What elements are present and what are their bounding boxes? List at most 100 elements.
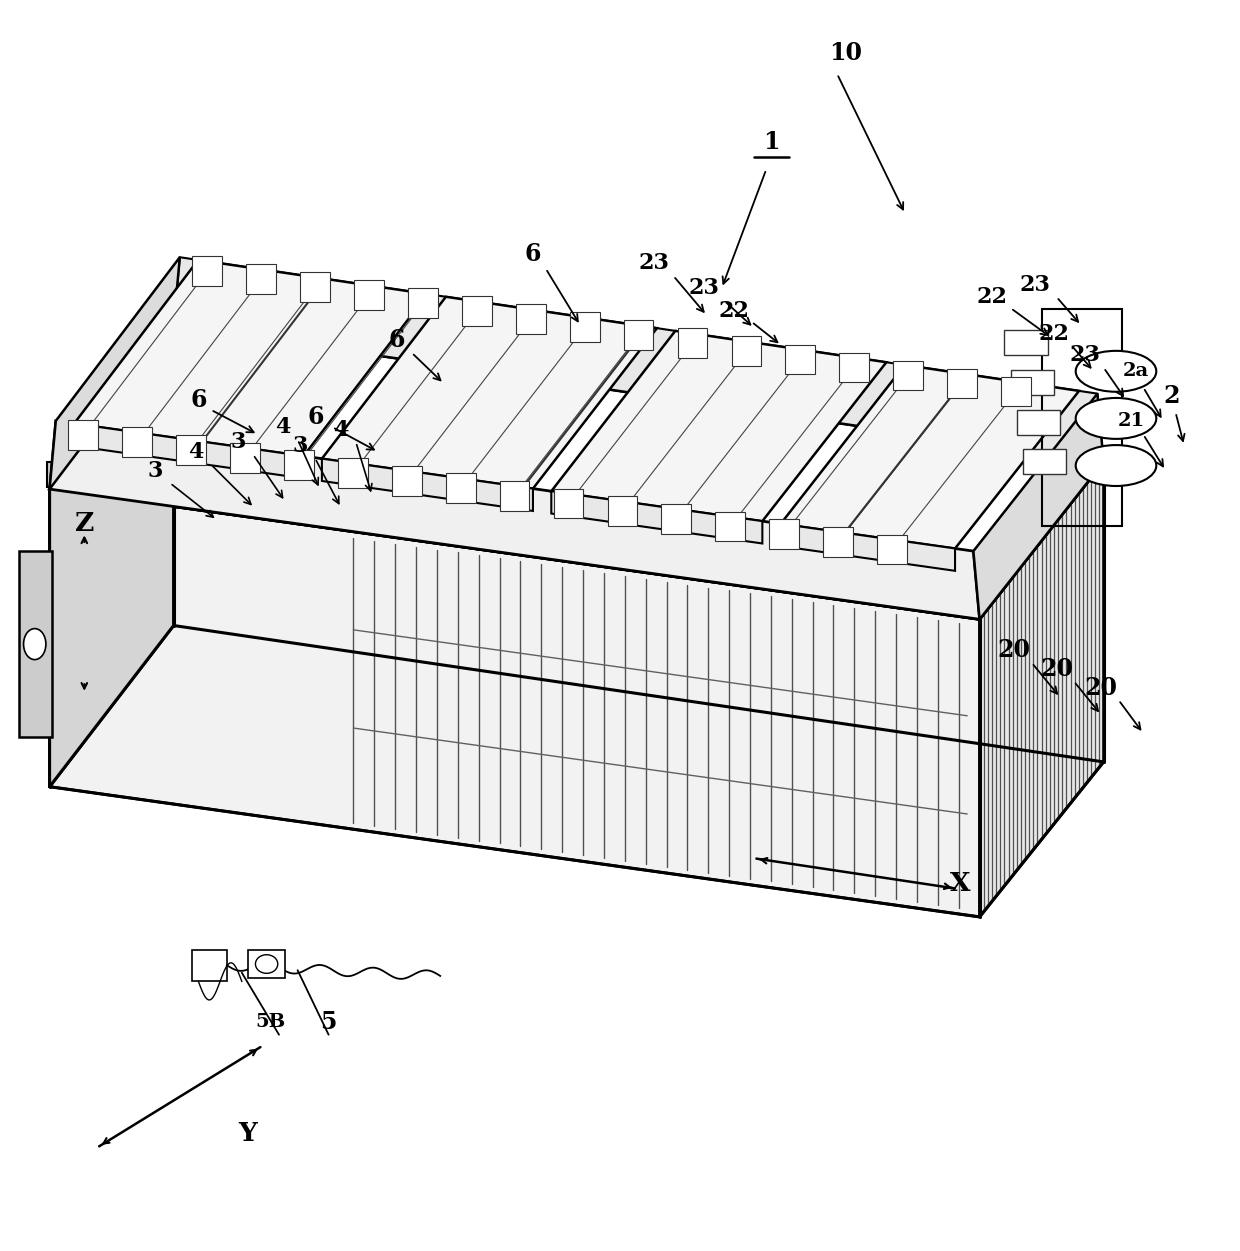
Polygon shape [894, 585, 906, 607]
Text: 4: 4 [275, 417, 290, 438]
Ellipse shape [1076, 350, 1156, 392]
Polygon shape [672, 554, 684, 577]
Polygon shape [893, 360, 923, 390]
Polygon shape [300, 273, 330, 303]
Polygon shape [192, 951, 227, 981]
Polygon shape [526, 533, 538, 555]
Text: 22: 22 [1039, 323, 1069, 345]
Polygon shape [451, 523, 464, 545]
Ellipse shape [1076, 398, 1156, 439]
Text: 20: 20 [1040, 657, 1073, 681]
Polygon shape [463, 296, 492, 327]
Polygon shape [570, 313, 600, 343]
Polygon shape [176, 435, 206, 465]
Text: 3: 3 [148, 459, 162, 482]
Polygon shape [392, 465, 422, 495]
Polygon shape [820, 574, 832, 597]
Polygon shape [50, 258, 180, 489]
Polygon shape [355, 280, 384, 310]
Text: 6: 6 [388, 328, 405, 353]
Polygon shape [781, 524, 955, 570]
Polygon shape [732, 337, 761, 367]
Ellipse shape [24, 628, 46, 659]
Polygon shape [869, 582, 882, 604]
Polygon shape [649, 550, 661, 573]
Polygon shape [1017, 410, 1060, 434]
Text: Y: Y [238, 1121, 258, 1146]
Text: 2: 2 [1163, 384, 1180, 408]
Polygon shape [68, 420, 98, 449]
Text: 22: 22 [977, 286, 1007, 308]
Text: 4: 4 [334, 419, 348, 440]
Polygon shape [624, 547, 636, 569]
Text: 23: 23 [1070, 344, 1100, 367]
Polygon shape [50, 489, 980, 917]
Polygon shape [677, 329, 707, 358]
Polygon shape [599, 544, 611, 565]
Polygon shape [408, 289, 438, 318]
Text: 20: 20 [1085, 676, 1117, 699]
Polygon shape [553, 489, 583, 518]
Polygon shape [378, 513, 391, 535]
Text: 5B: 5B [255, 1013, 285, 1031]
Polygon shape [1011, 370, 1054, 395]
Polygon shape [715, 512, 745, 542]
Polygon shape [980, 462, 1104, 917]
Polygon shape [877, 534, 906, 564]
Ellipse shape [1076, 445, 1156, 485]
Polygon shape [339, 458, 368, 488]
Text: 3: 3 [231, 432, 246, 453]
Text: 3: 3 [293, 434, 308, 457]
Text: 10: 10 [830, 40, 862, 65]
Polygon shape [624, 320, 653, 350]
Polygon shape [403, 517, 415, 538]
Polygon shape [839, 353, 869, 383]
Text: 23: 23 [689, 278, 719, 299]
Polygon shape [771, 568, 784, 590]
Polygon shape [284, 450, 314, 480]
Polygon shape [785, 344, 815, 374]
Polygon shape [476, 527, 489, 549]
Polygon shape [50, 420, 980, 619]
Text: 5: 5 [320, 1011, 337, 1035]
Polygon shape [322, 459, 533, 510]
Polygon shape [552, 492, 763, 543]
Polygon shape [552, 330, 887, 522]
Polygon shape [516, 304, 546, 334]
Text: 6: 6 [308, 405, 325, 429]
Polygon shape [446, 473, 476, 503]
Polygon shape [501, 530, 513, 552]
Polygon shape [781, 365, 1079, 548]
Polygon shape [574, 540, 587, 563]
Polygon shape [174, 258, 1104, 462]
Polygon shape [661, 504, 691, 534]
Polygon shape [608, 497, 637, 527]
Text: 2a: 2a [1122, 363, 1149, 380]
Ellipse shape [255, 955, 278, 973]
Polygon shape [918, 588, 931, 610]
Polygon shape [192, 256, 222, 286]
Polygon shape [722, 560, 734, 583]
Polygon shape [353, 509, 366, 532]
Polygon shape [247, 264, 277, 294]
Text: 21: 21 [1117, 412, 1145, 430]
Text: 22: 22 [718, 299, 749, 322]
Polygon shape [50, 325, 174, 787]
Polygon shape [697, 558, 709, 579]
Text: 6: 6 [525, 241, 542, 265]
Polygon shape [19, 552, 52, 737]
Text: 4: 4 [188, 440, 203, 463]
Text: 23: 23 [1021, 274, 1050, 295]
Polygon shape [844, 578, 857, 600]
Text: 23: 23 [639, 253, 668, 274]
Polygon shape [769, 519, 799, 549]
Polygon shape [1023, 449, 1066, 474]
Polygon shape [248, 951, 285, 978]
Polygon shape [1001, 377, 1030, 407]
Polygon shape [942, 592, 955, 614]
Polygon shape [231, 443, 260, 473]
Polygon shape [795, 572, 808, 593]
Polygon shape [1004, 330, 1048, 355]
Polygon shape [74, 424, 304, 478]
Polygon shape [47, 462, 112, 487]
